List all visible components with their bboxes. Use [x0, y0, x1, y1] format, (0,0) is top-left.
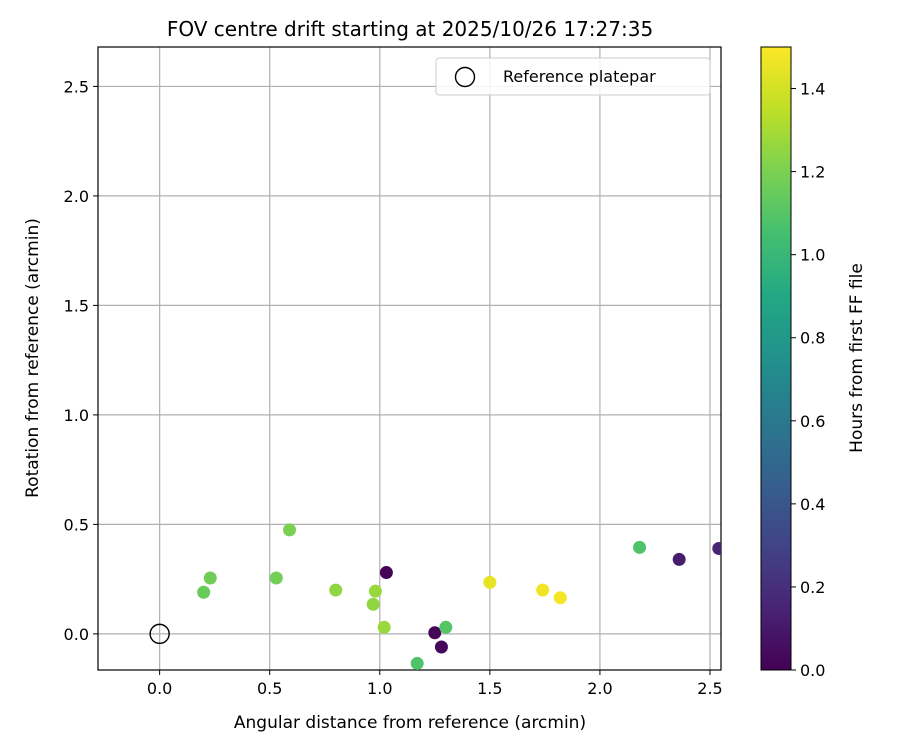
data-point: [197, 585, 211, 599]
data-point: [379, 566, 393, 580]
data-point: [269, 571, 283, 585]
data-point: [536, 583, 550, 597]
reference-platepar-marker: [149, 623, 170, 645]
legend-reference-marker: [454, 66, 476, 88]
x-tick-label: 2.0: [587, 679, 612, 698]
grid: [98, 47, 721, 670]
x-axis-ticks: 0.0 0.5 1.0 1.5 2.0 2.5: [147, 670, 723, 698]
colorbar-tick-label: 1.2: [800, 163, 825, 182]
colorbar-tick-label: 0.4: [800, 495, 825, 514]
y-tick-label: 2.0: [64, 187, 89, 206]
colorbar-tick-label: 0.2: [800, 578, 825, 597]
colorbar-tick-label: 0.0: [800, 661, 825, 680]
colorbar: 0.0 0.2 0.4 0.6 0.8 1.0 1.2 1.4 Hours from firs…: [760, 46, 867, 680]
y-axis-ticks: 0.0 0.5 1.0 1.5 2.0 2.5: [64, 77, 98, 644]
data-point: [483, 575, 497, 589]
y-tick-label: 1.0: [64, 406, 89, 425]
colorbar-tick-label: 1.0: [800, 246, 825, 265]
y-tick-label: 0.0: [64, 625, 89, 644]
x-tick-label: 0.5: [257, 679, 282, 698]
colorbar-tick-label: 0.8: [800, 329, 825, 348]
data-point: [439, 620, 453, 634]
y-tick-label: 1.5: [64, 296, 89, 315]
x-tick-label: 1.5: [477, 679, 502, 698]
data-point: [410, 656, 424, 670]
x-axis-label: Angular distance from reference (arcmin): [234, 713, 586, 733]
y-tick-label: 2.5: [64, 77, 89, 96]
chart-title: FOV centre drift starting at 2025/10/26 …: [167, 17, 653, 41]
colorbar-tick-label: 1.4: [800, 80, 825, 99]
data-point: [366, 597, 380, 611]
y-tick-label: 0.5: [64, 515, 89, 534]
x-tick-label: 0.0: [147, 679, 172, 698]
colorbar-tick-label: 0.6: [800, 412, 825, 431]
data-point: [672, 552, 686, 566]
data-point: [329, 583, 343, 597]
reference-marker-layer: [149, 623, 170, 645]
data-point: [553, 591, 567, 605]
data-point: [428, 626, 442, 640]
colorbar-ticks: 0.0 0.2 0.4 0.6 0.8 1.0 1.2 1.4: [791, 80, 825, 680]
data-point: [203, 571, 217, 585]
data-point: [283, 523, 297, 537]
data-points: [197, 523, 721, 670]
data-point: [633, 540, 647, 554]
data-point: [368, 584, 382, 598]
x-tick-label: 1.0: [367, 679, 392, 698]
data-point: [434, 640, 448, 654]
legend-entry-label: Reference platepar: [503, 67, 656, 86]
legend: Reference platepar: [435, 57, 711, 96]
x-tick-label: 2.5: [697, 679, 722, 698]
y-axis-label: Rotation from reference (arcmin): [23, 218, 43, 498]
plot-frame: [97, 46, 722, 671]
data-point: [712, 541, 721, 555]
colorbar-gradient: [760, 46, 792, 671]
data-point: [377, 620, 391, 634]
colorbar-label: Hours from first FF file: [847, 263, 867, 453]
